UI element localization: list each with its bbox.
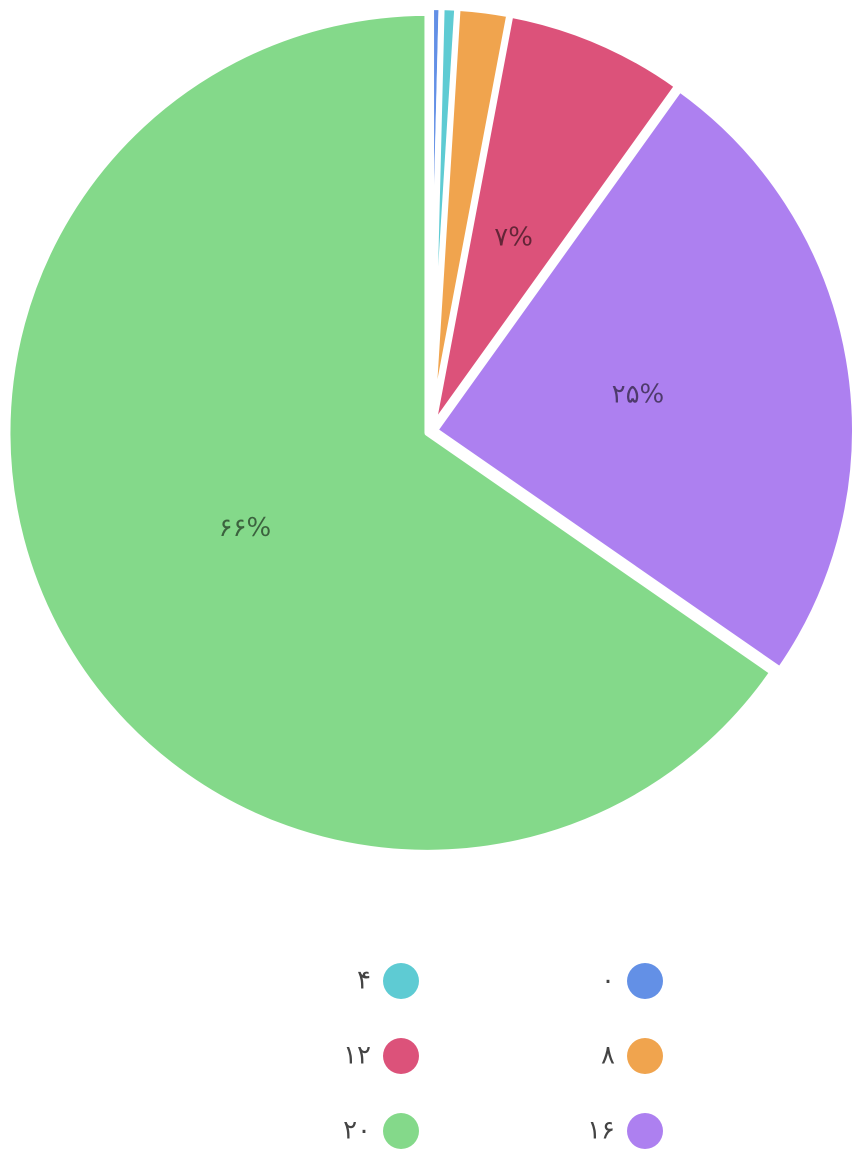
- pie-slice: [431, 86, 855, 673]
- legend-label: ۸: [601, 1041, 615, 1071]
- data-label: ۷%: [494, 222, 533, 252]
- pie-slice: [429, 11, 681, 431]
- legend-label: ۴: [357, 966, 371, 996]
- data-label: ۶۶%: [219, 513, 272, 543]
- legend-label: ۰: [601, 966, 615, 996]
- legend-label: ۲۰: [343, 1116, 371, 1146]
- legend-swatch: [383, 1038, 419, 1074]
- data-label: ۲۵%: [612, 380, 665, 410]
- legend-label: ۱۶: [587, 1116, 615, 1146]
- pie-slice: [4, 9, 776, 856]
- legend-label: ۱۲: [343, 1041, 371, 1071]
- legend-swatch: [383, 963, 419, 999]
- legend-swatch: [627, 1113, 663, 1149]
- legend-swatch: [627, 963, 663, 999]
- legend-swatch: [383, 1113, 419, 1149]
- legend-swatch: [627, 1038, 663, 1074]
